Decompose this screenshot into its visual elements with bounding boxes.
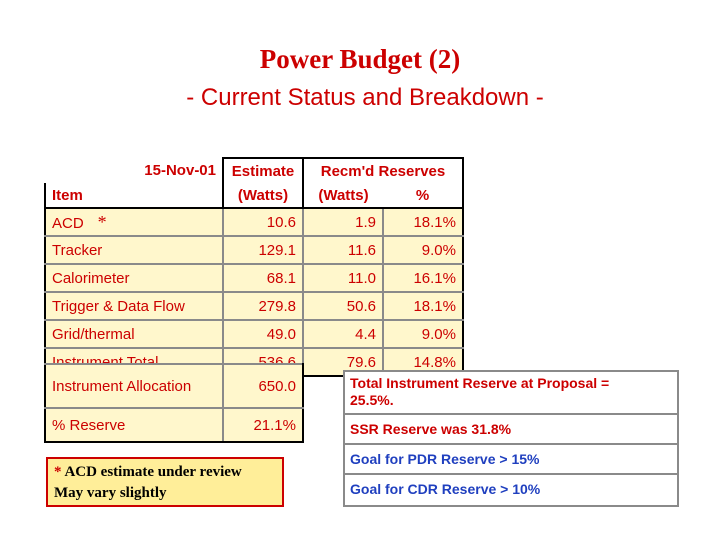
reserve-pct-cell: 9.0% [382,319,464,349]
reserve-value: 21.1% [222,407,304,443]
allocation-row: Instrument Allocation 650.0 [44,363,304,409]
item-cell: Trigger & Data Flow [44,291,224,321]
reserve-pct-cell: 16.1% [382,263,464,293]
header-item: Item [44,183,224,209]
table-header-row-2: Item (Watts) (Watts) % [44,183,464,209]
item-cell: Calorimeter [44,263,224,293]
reserve-pct-cell: 18.1% [382,207,464,237]
item-cell: ACD * [44,207,224,237]
item-cell: Tracker [44,235,224,265]
reserve-watts-cell: 1.9 [302,207,384,237]
reserve-pct-cell: 9.0% [382,235,464,265]
estimate-cell: 10.6 [222,207,304,237]
header-reserves: Recm'd Reserves [302,157,464,183]
note-asterisk: * [54,464,62,480]
reserve-watts-cell: 11.0 [302,263,384,293]
review-asterisk: * [97,211,107,232]
reserve-summary-box: Total Instrument Reserve at Proposal = 2… [343,370,679,507]
reserve-pct-cell: 18.1% [382,291,464,321]
allocation-label: Instrument Allocation [44,363,224,409]
reserve-row: % Reserve 21.1% [44,407,304,443]
table-row: Calorimeter 68.1 11.0 16.1% [44,263,464,293]
estimate-cell: 129.1 [222,235,304,265]
allocation-table: Instrument Allocation 650.0 % Reserve 21… [44,363,304,443]
proposal-reserve-line-1: Total Instrument Reserve at Proposal = [350,375,610,391]
reserve-watts-cell: 11.6 [302,235,384,265]
table-row: Tracker 129.1 11.6 9.0% [44,235,464,265]
note-line-2: May vary slightly [54,485,167,501]
slide-title: Power Budget (2) [259,44,461,74]
header-estimate-units: (Watts) [222,183,304,209]
estimate-cell: 68.1 [222,263,304,293]
item-cell: Grid/thermal [44,319,224,349]
header-reserves-pct: % [383,183,464,209]
header-estimate: Estimate [222,157,304,183]
table-row: ACD * 10.6 1.9 18.1% [44,207,464,237]
note-text-1: ACD estimate under review [64,464,242,480]
allocation-value: 650.0 [222,363,304,409]
ssr-reserve: SSR Reserve was 31.8% [345,413,677,439]
date-label: 15-Nov-01 [144,162,216,179]
note-line-1: * ACD estimate under review [54,462,276,483]
reserve-watts-cell: 50.6 [302,291,384,321]
slide-subtitle: - Current Status and Breakdown - [186,84,544,111]
reserve-watts-cell: 4.4 [302,319,384,349]
proposal-reserve-line-2: 25.5%. [350,392,394,408]
estimate-cell: 49.0 [222,319,304,349]
pdr-goal: Goal for PDR Reserve > 15% [345,443,677,469]
power-budget-table: 15-Nov-01 Estimate Recm'd Reserves Item … [44,157,464,377]
reserve-label: % Reserve [44,407,224,443]
estimate-cell: 279.8 [222,291,304,321]
header-reserves-watts: (Watts) [302,183,383,209]
table-row: Trigger & Data Flow 279.8 50.6 18.1% [44,291,464,321]
cdr-goal: Goal for CDR Reserve > 10% [345,473,677,499]
review-note: * ACD estimate under review May vary sli… [46,457,284,507]
table-header-row-1: 15-Nov-01 Estimate Recm'd Reserves [45,157,464,183]
table-row: Grid/thermal 49.0 4.4 9.0% [44,319,464,349]
item-label: ACD [52,214,84,232]
